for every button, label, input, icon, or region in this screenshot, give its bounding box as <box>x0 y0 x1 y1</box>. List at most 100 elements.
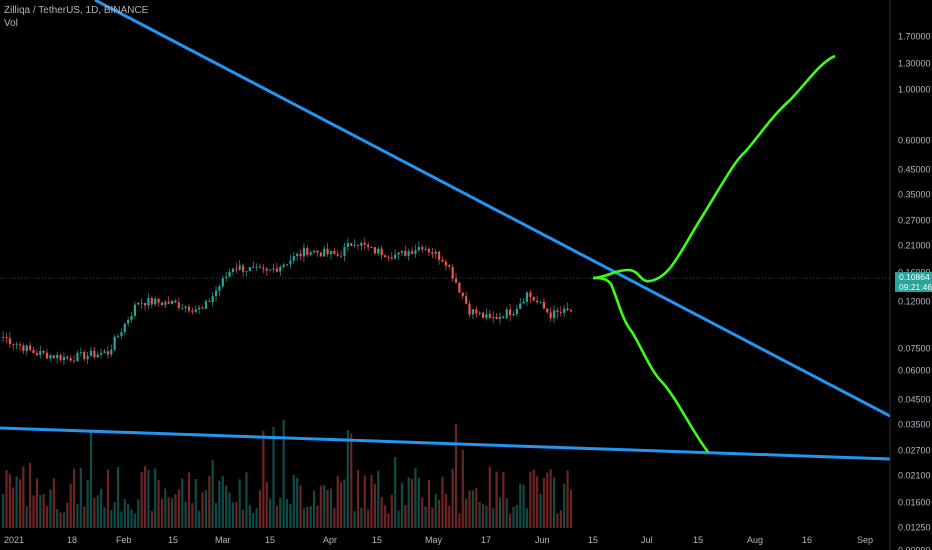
volume-bar <box>12 487 15 528</box>
volume-bar <box>363 475 366 528</box>
time-tick-label: 2021 <box>4 535 24 545</box>
volume-bar <box>62 512 66 528</box>
volume-bar <box>35 478 38 528</box>
volume-bar <box>350 433 353 528</box>
volume-bar <box>559 510 562 528</box>
volume-bar <box>309 506 312 528</box>
candle-body <box>150 298 153 305</box>
bullish-projection-curve[interactable] <box>592 54 836 283</box>
volume-bar <box>515 505 518 528</box>
candle-body <box>89 350 93 356</box>
volume-bar <box>373 484 376 528</box>
volume-bar <box>282 419 285 528</box>
candle-body <box>326 248 329 255</box>
time-tick-label: Jun <box>535 535 550 545</box>
volume-bar <box>471 490 475 528</box>
price-tick-label: 0.01250 <box>898 522 931 532</box>
candle-body <box>154 298 157 305</box>
candle-body <box>241 265 245 272</box>
volume-bar <box>184 501 187 528</box>
volume-bar <box>302 508 306 528</box>
volume-bar <box>279 497 282 528</box>
volume-bar <box>481 503 485 528</box>
candle-body <box>100 352 103 355</box>
volume-bar <box>83 506 86 528</box>
volume-bar <box>120 511 123 528</box>
bearish-projection-curve[interactable] <box>592 276 710 453</box>
candle-body <box>569 310 573 312</box>
candle-body <box>214 290 218 297</box>
candle-body <box>481 312 485 318</box>
candle-body <box>123 323 126 333</box>
volume-bar <box>563 483 566 528</box>
time-tick-label: Jul <box>641 535 653 545</box>
volume-bar <box>39 495 42 528</box>
price-tick-label: 0.60000 <box>898 136 931 146</box>
candle-body <box>350 243 353 246</box>
time-tick-label: 15 <box>588 535 598 545</box>
candle-body <box>238 265 241 270</box>
volume-bar <box>106 469 109 528</box>
volume-bar <box>235 502 238 528</box>
candlesticks <box>2 237 573 366</box>
candle-body <box>410 251 414 254</box>
symbol-title: Zilliqa / TetherUS, 1D, BINANCE <box>4 5 149 16</box>
volume-bar <box>167 497 170 528</box>
volume-bar <box>292 474 295 528</box>
candle-body <box>502 316 505 318</box>
volume-bar <box>421 497 424 528</box>
volume-bar <box>214 503 218 528</box>
volume-bar <box>380 497 383 528</box>
candle-body <box>323 248 326 257</box>
volume-bar <box>525 508 529 528</box>
volume-bar <box>536 476 539 528</box>
candle-body <box>83 351 86 360</box>
candle-body <box>201 307 204 309</box>
candle-body <box>400 250 404 253</box>
volume-bar <box>434 493 437 528</box>
candle-body <box>127 319 130 324</box>
candle-body <box>556 310 559 313</box>
volume-bar <box>116 467 120 528</box>
time-axis[interactable]: 2021 18 Feb 15 Mar 15 Apr 15 May 17 Jun 15 Jul 15 Aug 1… <box>4 535 873 545</box>
volume-bar <box>113 502 116 528</box>
volume-bar <box>164 488 167 528</box>
volume-bar <box>228 492 231 528</box>
price-tick-label: 1.00000 <box>898 85 931 95</box>
candle-body <box>296 253 299 257</box>
candle-body <box>438 251 441 260</box>
time-tick-label: 15 <box>265 535 275 545</box>
volume-bar <box>52 478 55 528</box>
candle-body <box>265 268 268 271</box>
candle-body <box>248 267 251 272</box>
volume-bar <box>255 508 258 528</box>
candle-body <box>25 345 28 352</box>
candle-body <box>56 354 59 359</box>
candle-body <box>235 268 238 270</box>
volume-bar <box>93 497 96 528</box>
candle-body <box>62 357 66 361</box>
resistance-trendline[interactable] <box>94 0 891 418</box>
volume-bar <box>18 479 22 528</box>
volume-bar <box>272 426 275 528</box>
candle-body <box>269 269 272 271</box>
candle-body <box>353 245 356 246</box>
candle-body <box>5 337 8 339</box>
volume-bar <box>451 468 454 528</box>
time-tick-label: 18 <box>67 535 77 545</box>
candle-body <box>174 300 177 303</box>
candle-body <box>363 242 366 245</box>
candle-body <box>519 303 522 309</box>
volume-bar <box>79 467 82 528</box>
volume-label[interactable]: Vol <box>4 18 18 29</box>
candle-body <box>86 355 89 360</box>
volume-bar <box>22 466 25 528</box>
price-tick-label: 0.45000 <box>898 164 931 174</box>
candle-body <box>133 304 137 316</box>
volume-bar <box>201 492 204 528</box>
support-trendline[interactable] <box>0 426 891 461</box>
time-tick-label: Sep <box>857 535 873 545</box>
volume-bar <box>211 459 214 528</box>
candle-body <box>106 351 109 355</box>
